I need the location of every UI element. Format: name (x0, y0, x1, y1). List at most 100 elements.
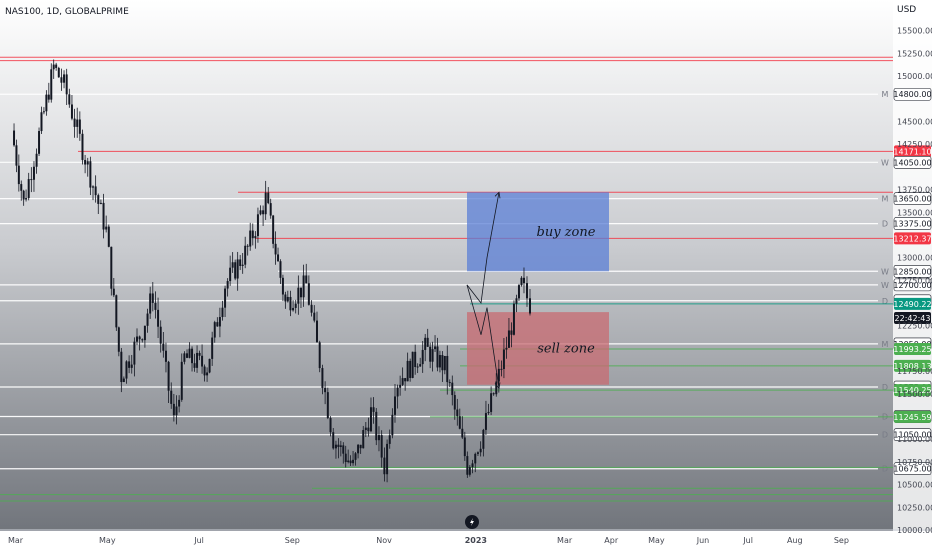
zone-box (467, 312, 609, 385)
lightning-icon[interactable] (465, 515, 479, 529)
candle-body (479, 448, 482, 453)
candle-body (30, 179, 33, 181)
candle-body (170, 390, 173, 404)
level-tag: D (882, 297, 888, 306)
candle-body (269, 203, 272, 216)
candle-body (110, 246, 113, 289)
down-arrow-head (494, 382, 501, 390)
candle-body (138, 336, 141, 340)
candle-body (344, 453, 347, 463)
candle-body (99, 202, 102, 204)
x-tick-label: Sep (834, 536, 849, 545)
level-tag: W (881, 267, 889, 276)
horizontal-levels: M 14800.00 14171.10 W 14050.00 M 13650.00 D 1337… (0, 56, 932, 502)
candle-body (347, 460, 350, 463)
candle-body (13, 130, 16, 146)
candle-body (443, 355, 446, 371)
candle-body (377, 435, 380, 441)
candle-body (211, 337, 214, 359)
candle-body (234, 262, 237, 279)
candle-body (159, 326, 162, 344)
candle-body (292, 307, 295, 311)
candle-body (130, 364, 133, 368)
x-tick-label: Aug (787, 536, 803, 545)
price-tag-box (893, 87, 932, 101)
price-tag-box (893, 264, 932, 278)
candle-body (476, 452, 479, 454)
candle-body (112, 288, 115, 296)
candle-body (55, 64, 58, 68)
x-tick-label: Mar (557, 536, 573, 545)
y-tick-label: 13000.00 (897, 254, 932, 263)
candle-body (128, 361, 131, 368)
price-tag-label: 10675.00 (893, 465, 931, 474)
candle-body (466, 456, 469, 475)
candle-body (20, 184, 23, 191)
y-tick-label: 13750.00 (897, 186, 932, 195)
y-tick-label: 10250.00 (897, 503, 932, 512)
candle-body (198, 352, 201, 356)
candle-body (251, 230, 254, 239)
candle-body (502, 349, 505, 370)
candle-body (47, 94, 50, 100)
price-tag-box (894, 232, 931, 245)
candle-body (297, 287, 300, 304)
candle-body (359, 444, 362, 449)
candle-body (40, 112, 43, 132)
level-tag: M (882, 195, 889, 204)
candle-body (458, 416, 461, 429)
candle-body (107, 226, 110, 247)
candle-body (324, 387, 327, 393)
level-tag: M (882, 340, 889, 349)
candle-body (149, 293, 152, 314)
candle-body (68, 94, 71, 105)
candle-body (289, 296, 292, 311)
candle-body (151, 293, 154, 303)
up-arrow-path (466, 192, 500, 305)
price-tag-label: 11050.00 (893, 431, 931, 440)
candle-body (224, 288, 227, 308)
candle-body (188, 348, 191, 358)
candle-body (337, 444, 340, 447)
x-tick-label: 2023 (465, 536, 487, 545)
zone-box (467, 192, 609, 272)
candle-body (133, 341, 136, 365)
price-tag-box (894, 343, 931, 356)
candle-body (505, 347, 508, 350)
candle-body (63, 74, 66, 83)
y-tick-label: 12750.00 (897, 276, 932, 285)
candle-body (329, 418, 332, 433)
price-tag-box (893, 156, 932, 169)
candle-body (136, 336, 139, 342)
price-tag-label: 13212.37 (893, 234, 931, 243)
candle-body (386, 443, 389, 475)
candle-body (453, 395, 456, 410)
y-tick-label: 15500.00 (897, 27, 932, 36)
candle-body (490, 393, 493, 412)
candle-body (307, 283, 310, 305)
candle-body (411, 351, 414, 378)
y-tick-label: 14500.00 (897, 117, 932, 126)
candle-body (446, 355, 449, 383)
candle-body (141, 339, 144, 341)
candle-body (196, 352, 199, 368)
candle-body (399, 384, 402, 388)
candle-body (65, 74, 68, 95)
candle-body (326, 392, 329, 419)
candle-body (515, 298, 518, 304)
price-tag-label: 12490.22 (893, 300, 931, 309)
candle-body (244, 245, 247, 265)
price-tag-box (893, 428, 932, 441)
zones: buy zone sell zone (467, 192, 609, 385)
candle-body (299, 287, 302, 298)
candle-body (424, 337, 427, 350)
candle-body (157, 309, 160, 327)
candle-body (448, 382, 451, 384)
candle-body (272, 215, 275, 244)
candle-body (507, 330, 510, 348)
candle-body (218, 317, 221, 327)
candle-body (388, 435, 391, 444)
